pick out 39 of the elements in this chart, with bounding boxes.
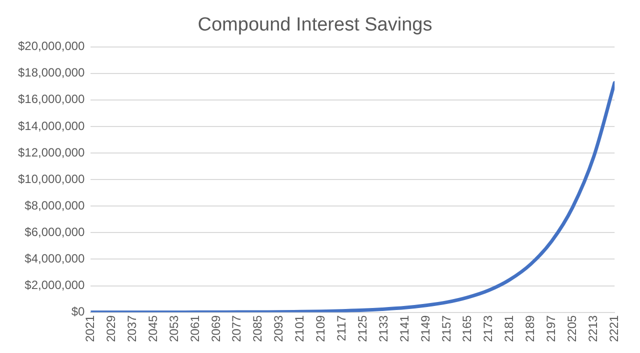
x-tick-label: 2197 <box>544 314 558 342</box>
x-tick-label: 2085 <box>250 314 265 342</box>
y-tick-label: $8,000,000 <box>24 198 86 212</box>
x-tick-label: 2189 <box>523 314 538 342</box>
x-tick-label: 2133 <box>376 314 390 342</box>
y-tick-label: $12,000,000 <box>18 145 86 160</box>
x-tick-label: 2021 <box>83 314 98 342</box>
x-tick-label: 2149 <box>418 314 432 342</box>
x-tick-label: 2205 <box>565 314 580 342</box>
y-tick-label: $4,000,000 <box>24 252 86 266</box>
x-tick-label: 2053 <box>166 314 181 342</box>
y-tick-label: $16,000,000 <box>18 92 86 106</box>
y-tick-label: $2,000,000 <box>24 278 86 292</box>
x-tick-label: 2173 <box>481 314 496 342</box>
x-tick-label: 2077 <box>230 314 244 342</box>
y-tick-label: $10,000,000 <box>18 172 86 186</box>
x-tick-label: 2037 <box>124 314 139 342</box>
x-tick-label: 2061 <box>188 314 202 342</box>
x-tick-label: 2045 <box>146 314 160 342</box>
x-tick-label: 2093 <box>272 314 286 342</box>
x-tick-label: 2157 <box>439 314 454 342</box>
x-tick-label: 2141 <box>397 314 412 342</box>
x-tick-label: 2029 <box>104 314 118 342</box>
y-tick-label: $6,000,000 <box>24 224 86 239</box>
y-tick-label: $20,000,000 <box>18 39 86 54</box>
x-tick-label: 2181 <box>502 314 516 342</box>
x-tick-label: 2213 <box>586 314 600 342</box>
chart-title: Compound Interest Savings <box>198 14 432 36</box>
y-tick-label: $18,000,000 <box>18 66 86 80</box>
line-series <box>90 81 615 312</box>
x-tick-label: 2109 <box>314 314 328 342</box>
y-tick-label: $0 <box>71 304 86 319</box>
x-tick-label: 2165 <box>460 314 474 342</box>
x-tick-label: 2125 <box>355 314 370 342</box>
x-tick-label: 2101 <box>292 314 307 342</box>
x-tick-label: 2221 <box>606 314 621 342</box>
x-tick-label: 2117 <box>334 314 348 342</box>
x-tick-label: 2069 <box>208 314 223 342</box>
y-tick-label: $14,000,000 <box>18 118 86 133</box>
